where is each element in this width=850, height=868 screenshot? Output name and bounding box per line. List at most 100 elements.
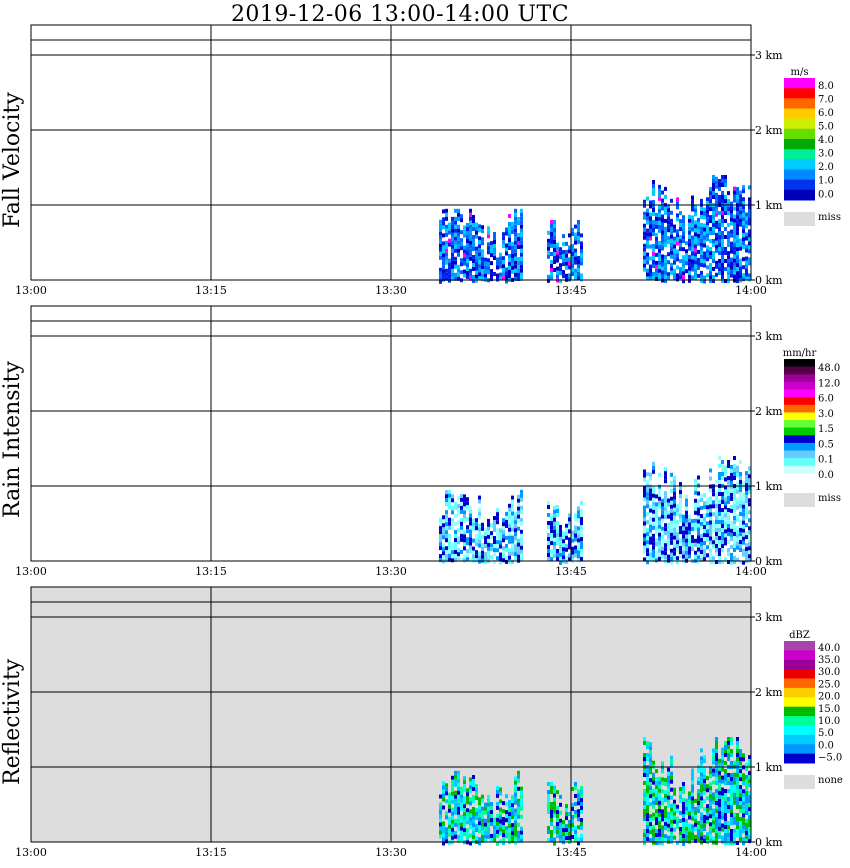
echo-cell: [715, 264, 718, 269]
echo-cell: [730, 520, 733, 525]
echo-cell: [553, 240, 556, 244]
echo-cell: [553, 553, 556, 558]
echo-cell: [469, 232, 472, 237]
echo-cell: [577, 236, 580, 240]
echo-cell: [493, 236, 496, 240]
echo-cell: [520, 826, 523, 831]
echo-cell: [571, 264, 574, 268]
echo-cell: [553, 232, 556, 236]
echo-cell: [454, 770, 457, 775]
echo-cell: [487, 518, 490, 523]
echo-cell: [475, 796, 478, 800]
echo-cell: [667, 514, 670, 519]
echo-cell: [736, 741, 739, 745]
echo-cell: [742, 528, 745, 533]
echo-cell: [439, 279, 442, 284]
echo-cell: [454, 542, 457, 546]
echo-cell: [445, 244, 448, 249]
echo-cell: [508, 270, 511, 274]
echo-cell: [646, 837, 649, 841]
echo-cell: [706, 816, 709, 821]
echo-cell: [679, 259, 682, 264]
echo-cell: [550, 268, 553, 272]
echo-cell: [715, 741, 718, 745]
echo-cell: [643, 817, 646, 821]
echo-cell: [730, 273, 733, 278]
echo-cell: [688, 218, 691, 223]
echo-cell: [475, 518, 478, 523]
echo-cell: [694, 822, 697, 827]
echo-cell: [556, 529, 559, 533]
echo-cell: [511, 523, 514, 528]
echo-cell: [439, 806, 442, 811]
echo-cell: [682, 546, 685, 551]
echo-cell: [463, 538, 466, 543]
echo-cell: [712, 556, 715, 561]
echo-cell: [745, 495, 748, 500]
echo-cell: [745, 503, 748, 508]
echo-cell: [553, 260, 556, 264]
echo-cell: [718, 818, 721, 823]
echo-cell: [475, 542, 478, 547]
echo-cell: [646, 252, 649, 257]
echo-cell: [550, 236, 553, 240]
echo-cell: [685, 818, 688, 823]
colorbar-label: 4.0: [818, 135, 834, 146]
echo-cell: [739, 544, 742, 548]
echo-cell: [682, 239, 685, 244]
echo-cell: [457, 536, 460, 541]
echo-cell: [553, 220, 556, 224]
echo-cell: [682, 538, 685, 543]
echo-cell: [739, 190, 742, 195]
echo-cell: [652, 537, 655, 542]
echo-cell: [580, 233, 583, 238]
echo-cell: [577, 530, 580, 535]
echo-cell: [568, 832, 571, 836]
echo-cell: [652, 521, 655, 526]
echo-cell: [472, 263, 475, 267]
echo-cell: [730, 233, 733, 238]
echo-cell: [553, 809, 556, 814]
colorbar-label: 8.0: [818, 81, 834, 92]
echo-cell: [460, 826, 463, 831]
echo-cell: [730, 476, 733, 481]
echo-cell: [472, 259, 475, 263]
echo-cell: [703, 835, 706, 839]
echo-cell: [736, 801, 739, 805]
echo-cell: [490, 245, 493, 250]
echo-cell: [451, 783, 454, 788]
echo-cell: [487, 834, 490, 839]
echo-cell: [712, 179, 715, 183]
echo-cell: [646, 825, 649, 829]
echo-cell: [574, 272, 577, 277]
echo-cell: [715, 761, 718, 765]
echo-cell: [478, 539, 481, 544]
echo-cell: [646, 833, 649, 837]
echo-cell: [700, 274, 703, 279]
echo-cell: [487, 554, 490, 559]
echo-cell: [679, 819, 682, 823]
echo-cell: [676, 273, 679, 278]
echo-cell: [694, 268, 697, 273]
echo-cell: [694, 834, 697, 839]
echo-cell: [580, 257, 583, 262]
echo-cell: [472, 546, 475, 551]
echo-cell: [676, 544, 679, 549]
echo-cell: [670, 831, 673, 836]
echo-cell: [478, 543, 481, 548]
echo-cell: [673, 515, 676, 520]
echo-cell: [730, 544, 733, 549]
echo-cell: [670, 480, 673, 485]
echo-cell: [451, 232, 454, 237]
echo-cell: [679, 538, 682, 543]
echo-cell: [658, 244, 661, 249]
echo-cell: [709, 504, 712, 509]
echo-cell: [472, 267, 475, 271]
echo-cell: [718, 536, 721, 540]
echo-cell: [739, 757, 742, 762]
echo-cell: [505, 511, 508, 516]
echo-cell: [712, 488, 715, 493]
echo-cell: [682, 518, 685, 523]
colorbar-label: 30.0: [818, 667, 840, 678]
echo-cell: [472, 223, 475, 227]
